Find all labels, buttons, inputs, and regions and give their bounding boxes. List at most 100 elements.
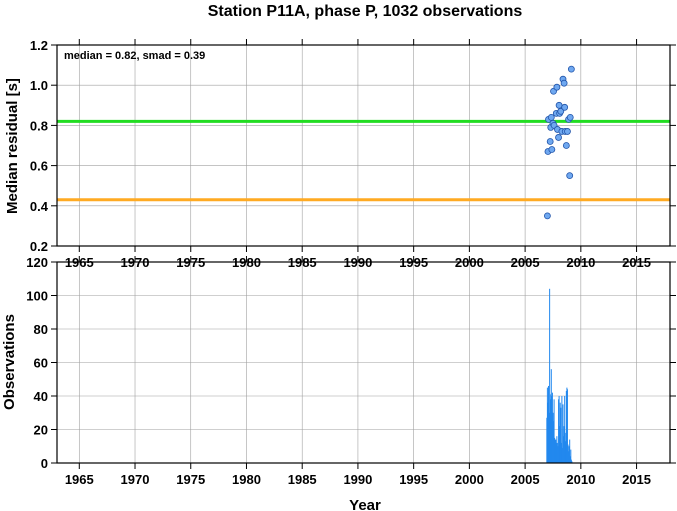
observation-bar — [548, 412, 550, 463]
chart-title: Station P11A, phase P, 1032 observations — [208, 3, 523, 20]
observation-bar — [559, 402, 561, 463]
observation-bar — [567, 444, 569, 463]
residual-y-tick-label: 0.8 — [30, 118, 48, 133]
observation-bar — [563, 426, 565, 463]
residual-point — [566, 172, 574, 180]
observation-bar — [558, 399, 560, 463]
observation-bar — [554, 437, 556, 463]
residual-frame — [56, 44, 671, 247]
observations-x-tick-label: 2015 — [622, 472, 651, 487]
observation-bar — [553, 421, 555, 463]
residual-point — [560, 79, 568, 87]
residual-point — [566, 113, 574, 121]
observations-y-tick-label: 20 — [34, 423, 48, 438]
observation-bar — [569, 439, 571, 463]
residual-y-tick-label: 1.0 — [30, 78, 48, 93]
observation-bar — [564, 396, 566, 463]
residual-point — [555, 101, 563, 109]
observation-bar — [546, 417, 548, 463]
observations-x-tick-label: 1980 — [232, 472, 261, 487]
residual-points — [544, 65, 575, 220]
residual-panel: 0.20.40.60.81.01.2 1965 1970 1975 1980 1985 1… — [4, 38, 676, 270]
observation-bar — [550, 399, 552, 463]
observations-y-tick-label: 60 — [34, 356, 48, 371]
residual-y-axis-label: Median residual [s] — [4, 78, 21, 214]
residual-y-tick-label: 1.2 — [30, 38, 48, 53]
observation-bar — [546, 387, 548, 463]
x-axis-label: Year — [349, 497, 381, 511]
observations-x-tick-label: 1975 — [176, 472, 205, 487]
observation-bar — [553, 399, 555, 463]
observation-bar — [565, 432, 567, 463]
observations-y-axis-label: Observations — [1, 314, 18, 410]
residual-point — [557, 107, 565, 115]
residual-point — [553, 83, 561, 91]
observations-x-tick-label: 1965 — [65, 472, 94, 487]
residual-point — [555, 134, 562, 141]
observation-bar — [555, 442, 557, 463]
residual-hlines — [57, 119, 670, 202]
residual-y-tick-label: 0.2 — [30, 239, 48, 254]
observation-bar — [560, 407, 562, 463]
observation-bar — [570, 449, 572, 463]
residual-point — [546, 138, 554, 145]
observation-bar — [565, 390, 567, 463]
observation-bar — [549, 394, 551, 463]
residual-point — [544, 212, 551, 220]
observation-bar — [551, 396, 553, 463]
observation-bar — [548, 385, 550, 463]
stats-annotation: median = 0.82, smad = 0.39 — [64, 50, 205, 62]
residual-point — [548, 146, 556, 153]
observations-grid — [57, 261, 670, 464]
residual-y-tick-label: 0.6 — [30, 159, 48, 174]
observation-bar — [549, 288, 551, 463]
observation-bar — [569, 456, 571, 463]
residual-point — [547, 113, 555, 121]
observations-x-tick-label: 2000 — [455, 472, 484, 487]
observation-bar — [557, 446, 559, 463]
residual-grid — [57, 44, 670, 247]
observation-bar — [547, 402, 549, 463]
observation-bar — [564, 441, 566, 463]
observation-bar — [571, 461, 573, 463]
observation-bar — [561, 447, 563, 463]
observation-bar — [550, 369, 552, 463]
observation-bar — [566, 389, 568, 463]
residual-point — [561, 103, 569, 111]
residual-point — [567, 65, 575, 73]
observations-y-tick-label: 80 — [34, 322, 48, 337]
observations-x-ticks: 1965 1970 1975 1980 1985 1990 1995 2000 2005 2010… — [65, 256, 651, 487]
observation-bar — [559, 426, 561, 463]
observations-bars — [546, 288, 573, 463]
observations-y-ticks: 0 20 40 60 80 100 120 — [26, 255, 676, 471]
observation-bar — [556, 436, 558, 463]
observations-x-tick-label: 1970 — [121, 472, 150, 487]
observations-x-tick-label: 1995 — [399, 472, 428, 487]
observation-bar — [558, 396, 560, 463]
observation-bar — [555, 439, 557, 463]
observations-x-tick-label: 1990 — [343, 472, 372, 487]
observation-bar — [563, 436, 565, 463]
observations-x-tick-label: 1985 — [288, 472, 317, 487]
observation-bar — [560, 442, 562, 463]
residual-point — [564, 128, 571, 135]
observation-bar — [566, 387, 568, 463]
observations-y-tick-label: 120 — [26, 255, 48, 270]
observation-bar — [554, 439, 556, 463]
residual-point — [562, 142, 570, 149]
observations-x-tick-label: 2010 — [566, 472, 595, 487]
observation-bar — [551, 392, 553, 463]
observations-y-tick-label: 0 — [41, 456, 48, 471]
observations-y-tick-label: 40 — [34, 389, 48, 404]
observation-bar — [556, 442, 558, 463]
observations-panel: 0 20 40 60 80 100 120 1965 1970 1975 1980 1985 1990… — [1, 255, 676, 511]
residual-y-tick-label: 0.4 — [30, 199, 49, 214]
observations-y-tick-label: 100 — [26, 289, 48, 304]
observations-x-tick-label: 2005 — [511, 472, 540, 487]
observation-bar — [552, 412, 554, 463]
observation-bar — [568, 446, 570, 463]
observation-bar — [570, 459, 572, 463]
observation-bar — [561, 396, 563, 463]
observation-bar — [562, 404, 564, 463]
